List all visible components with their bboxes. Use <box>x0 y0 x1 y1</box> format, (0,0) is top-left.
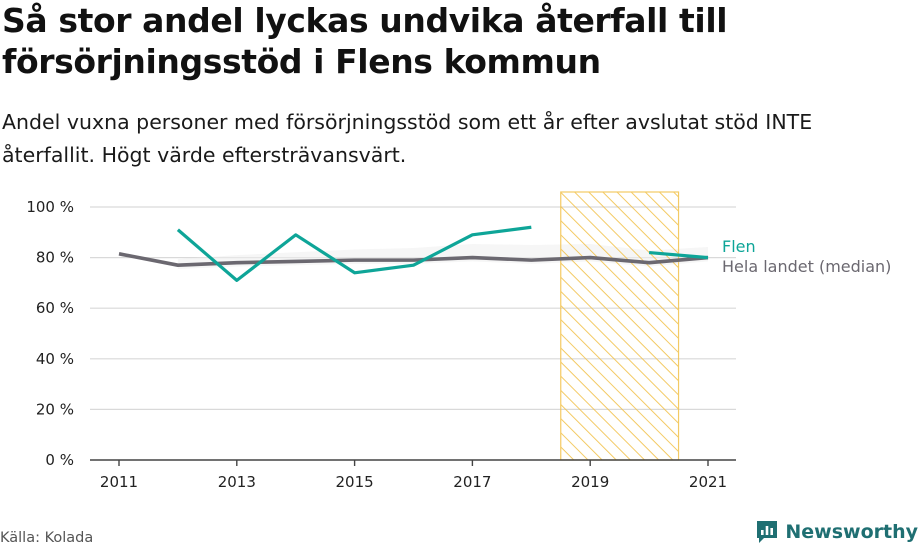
series-lines <box>118 225 709 282</box>
x-tick-label: 2015 <box>336 473 374 491</box>
y-tick-label: 80 % <box>36 249 74 267</box>
chart-subtitle: Andel vuxna personer med försörjningsstö… <box>2 110 813 167</box>
x-tick-label: 2013 <box>218 473 256 491</box>
y-tick-label: 100 % <box>26 198 74 216</box>
flen-series-line <box>648 250 709 260</box>
flen-series-label: Flen <box>722 237 756 256</box>
source-note: Källa: Kolada <box>0 530 94 546</box>
brand-name: Newsworthy <box>785 521 918 543</box>
x-tick-label: 2021 <box>689 473 727 491</box>
chart-title: Så stor andel lyckas undvika återfall ti… <box>2 1 728 81</box>
x-axis <box>90 459 736 466</box>
y-tick-label: 60 % <box>36 299 74 317</box>
median-series-label: Hela landet (median) <box>722 257 891 276</box>
hatched-range <box>560 191 680 461</box>
x-tick-label: 2017 <box>453 473 491 491</box>
brand-logo[interactable]: Newsworthy <box>755 519 918 545</box>
x-tick-label: 2019 <box>571 473 609 491</box>
newsworthy-icon <box>757 521 778 543</box>
hatched-region <box>560 191 680 461</box>
x-tick-label: 2011 <box>100 473 138 491</box>
y-tick-label: 0 % <box>45 451 74 469</box>
axis-labels: 0 % 20 % 40 % 60 % 80 % 100 % 2011 2013 2015 2017… <box>26 198 727 491</box>
y-tick-label: 40 % <box>36 350 74 368</box>
y-tick-label: 20 % <box>36 400 74 418</box>
